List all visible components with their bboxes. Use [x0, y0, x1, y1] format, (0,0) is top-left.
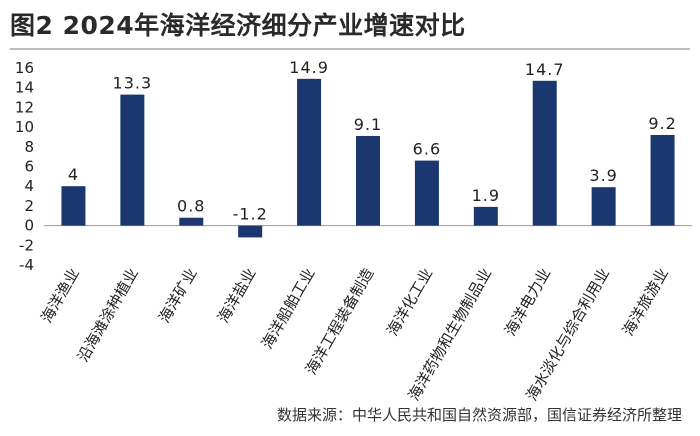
bar	[532, 80, 557, 226]
bar	[179, 217, 204, 226]
source-note: 数据来源：中华人民共和国自然资源部，国信证券经济所整理	[276, 406, 682, 424]
data-label: 1.9	[472, 186, 500, 205]
category-label: 海洋渔业	[37, 265, 83, 326]
y-tick-label: 14	[15, 79, 34, 97]
y-tick-label: 2	[24, 197, 34, 215]
y-tick-label: -4	[19, 256, 34, 274]
data-label: 14.7	[525, 60, 565, 79]
bar	[356, 135, 380, 226]
bar	[591, 187, 616, 226]
bar	[61, 186, 86, 226]
data-label: 9.1	[354, 115, 382, 134]
bar	[238, 225, 263, 238]
data-label: 0.8	[177, 197, 205, 216]
y-tick-label: 10	[15, 118, 34, 136]
y-tick-label: 12	[15, 98, 34, 116]
data-label: 6.6	[413, 140, 441, 159]
bar	[473, 206, 498, 226]
y-tick-label: -2	[19, 236, 34, 254]
y-tick-label: 0	[24, 217, 34, 235]
data-label: 13.3	[113, 74, 153, 93]
category-label: 沿海滩涂种植业	[74, 265, 142, 365]
y-tick-label: 6	[24, 158, 34, 176]
category-label: 海洋电力业	[501, 265, 554, 339]
y-tick-label: 16	[15, 59, 34, 77]
category-label: 海洋盐业	[214, 265, 260, 326]
category-label: 海洋化工业	[383, 265, 436, 339]
category-label: 海洋船舶工业	[258, 265, 319, 352]
y-tick-label: 4	[24, 177, 34, 195]
data-labels: 4 13.3 0.8 -1.2 14.9 9.1 6.6 1.9 14.7 3.9 9.2	[68, 58, 676, 224]
category-label: 海洋矿业	[155, 265, 201, 326]
page-title: 图2 2024年海洋经济细分产业增速对比	[10, 11, 466, 40]
data-label: 9.2	[648, 114, 676, 133]
y-tick-label: 8	[24, 138, 34, 156]
data-label: 14.9	[289, 58, 329, 77]
data-label: -1.2	[233, 205, 268, 224]
bar	[120, 94, 145, 226]
data-label: 3.9	[589, 166, 617, 185]
bar	[650, 134, 675, 226]
bar	[414, 160, 439, 226]
bar	[297, 78, 322, 226]
category-label: 海洋旅游业	[619, 265, 672, 339]
data-label: 4	[68, 165, 79, 184]
bars	[61, 78, 675, 238]
title-divider	[10, 48, 690, 50]
